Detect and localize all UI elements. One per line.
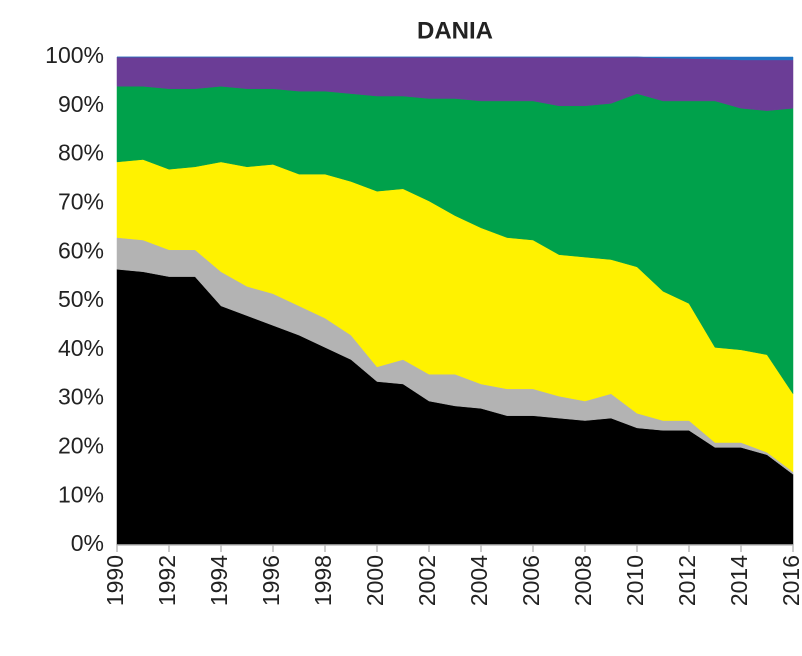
x-tick-label: 2010: [622, 555, 648, 606]
x-tick-label: 1992: [154, 555, 180, 606]
x-tick-label: 2016: [778, 555, 802, 606]
x-tick-label: 1998: [310, 555, 336, 606]
x-tick-label: 1990: [102, 555, 128, 606]
y-tick-label: 70%: [58, 188, 104, 214]
y-tick-label: 80%: [58, 140, 104, 166]
y-tick-label: 30%: [58, 384, 104, 410]
x-tick-label: 2006: [518, 555, 544, 606]
y-tick-label: 10%: [58, 481, 104, 507]
y-tick-label: 20%: [58, 432, 104, 458]
x-tick-label: 1994: [206, 555, 232, 606]
x-tick-label: 1996: [258, 555, 284, 606]
y-tick-label: 40%: [58, 335, 104, 361]
y-tick-label: 60%: [58, 237, 104, 263]
y-tick-label: 50%: [58, 286, 104, 312]
y-tick-label: 100%: [45, 42, 104, 68]
x-tick-label: 2000: [362, 555, 388, 606]
x-tick-label: 2004: [466, 555, 492, 606]
x-tick-label: 2008: [570, 555, 596, 606]
y-tick-label: 0%: [71, 530, 104, 556]
x-tick-label: 2002: [414, 555, 440, 606]
chart-title: DANIA: [417, 17, 493, 44]
area: [117, 56, 794, 61]
x-tick-label: 2012: [674, 555, 700, 606]
x-tick-label: 2014: [726, 555, 752, 606]
y-tick-label: 90%: [58, 91, 104, 117]
